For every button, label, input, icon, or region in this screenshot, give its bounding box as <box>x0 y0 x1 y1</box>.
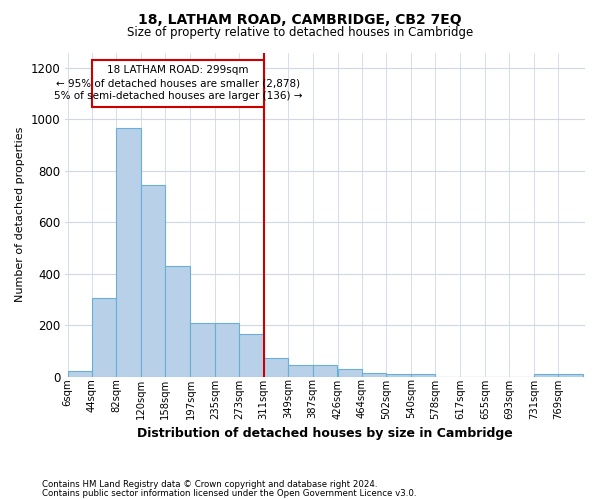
Bar <box>215 323 239 377</box>
Bar <box>239 334 263 377</box>
Bar <box>68 371 92 377</box>
Bar <box>558 374 583 377</box>
Bar <box>386 374 411 377</box>
Bar <box>533 374 558 377</box>
X-axis label: Distribution of detached houses by size in Cambridge: Distribution of detached houses by size … <box>137 427 513 440</box>
Text: Contains public sector information licensed under the Open Government Licence v3: Contains public sector information licen… <box>42 488 416 498</box>
Bar <box>92 298 116 377</box>
Bar <box>362 373 386 377</box>
FancyBboxPatch shape <box>92 60 263 106</box>
Text: ← 95% of detached houses are smaller (2,878): ← 95% of detached houses are smaller (2,… <box>56 78 300 88</box>
Bar <box>263 358 288 377</box>
Text: Size of property relative to detached houses in Cambridge: Size of property relative to detached ho… <box>127 26 473 39</box>
Bar <box>166 266 190 377</box>
Bar <box>141 185 166 377</box>
Y-axis label: Number of detached properties: Number of detached properties <box>15 127 25 302</box>
Bar <box>411 374 436 377</box>
Text: 18 LATHAM ROAD: 299sqm: 18 LATHAM ROAD: 299sqm <box>107 66 248 76</box>
Bar <box>288 364 313 377</box>
Bar <box>313 364 337 377</box>
Bar <box>338 369 362 377</box>
Text: 18, LATHAM ROAD, CAMBRIDGE, CB2 7EQ: 18, LATHAM ROAD, CAMBRIDGE, CB2 7EQ <box>138 12 462 26</box>
Bar <box>116 128 141 377</box>
Bar <box>190 323 215 377</box>
Text: Contains HM Land Registry data © Crown copyright and database right 2024.: Contains HM Land Registry data © Crown c… <box>42 480 377 489</box>
Text: 5% of semi-detached houses are larger (136) →: 5% of semi-detached houses are larger (1… <box>53 92 302 102</box>
